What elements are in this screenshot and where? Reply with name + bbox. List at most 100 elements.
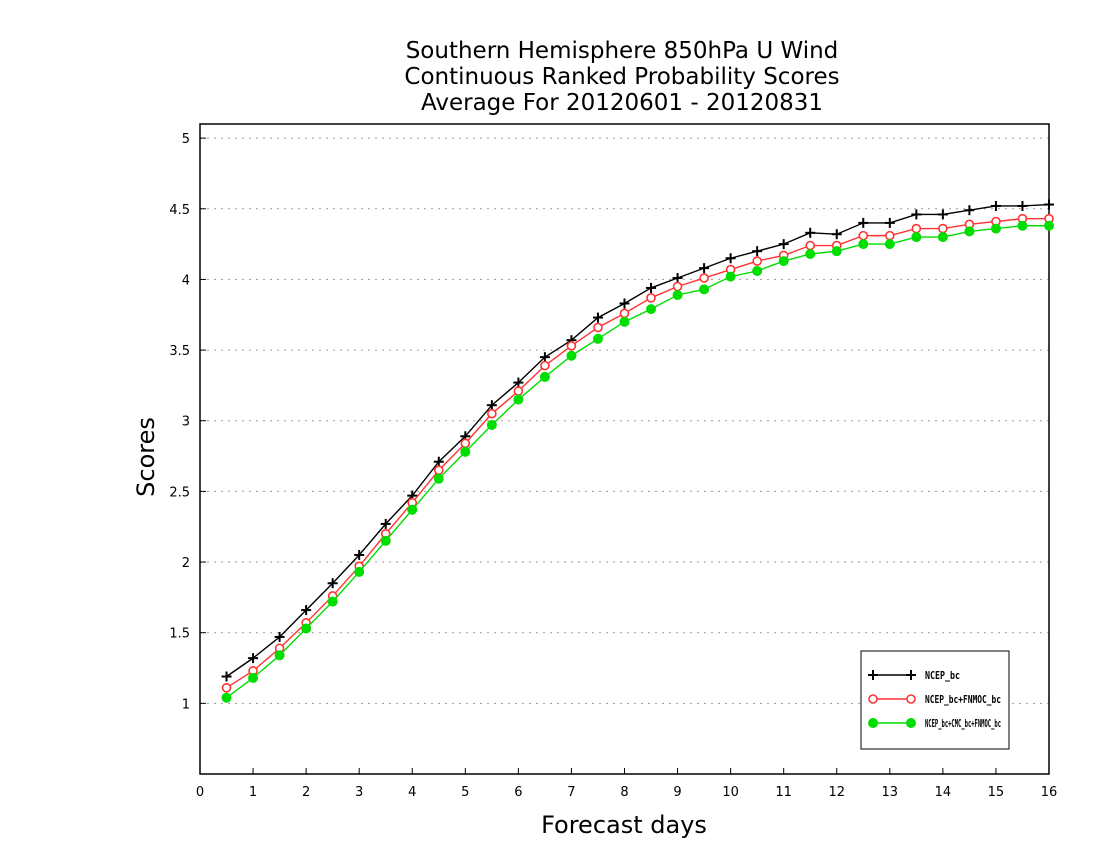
series-line bbox=[226, 217, 1049, 689]
series-lines bbox=[221, 199, 1054, 703]
filled-circle-marker bbox=[964, 226, 975, 237]
x-axis-label: Forecast days bbox=[541, 811, 707, 839]
open-circle-marker bbox=[805, 240, 816, 251]
open-circle-marker bbox=[646, 293, 656, 303]
y-tick-label: 4.5 bbox=[169, 203, 190, 218]
filled-circle-marker bbox=[646, 304, 657, 315]
filled-circle-marker bbox=[354, 566, 365, 577]
filled-circle-marker bbox=[380, 535, 391, 546]
filled-circle-marker bbox=[513, 394, 524, 405]
filled-circle-marker bbox=[778, 256, 789, 267]
open-circle-marker bbox=[911, 223, 922, 234]
open-circle-marker bbox=[433, 465, 444, 475]
series-1 bbox=[221, 213, 1054, 693]
y-tick-label: 2.5 bbox=[169, 485, 190, 500]
y-tick-label: 3 bbox=[182, 415, 190, 430]
filled-circle-marker bbox=[248, 672, 259, 683]
y-tick-label: 1 bbox=[182, 697, 190, 712]
series-line bbox=[226, 225, 1049, 699]
x-tick-label: 11 bbox=[775, 785, 792, 800]
filled-circle-marker bbox=[831, 246, 842, 257]
y-axis-ticks: 1 1.5 2 2.5 3 3.5 4 4.5 5 bbox=[169, 132, 206, 712]
x-tick-label: 16 bbox=[1041, 785, 1058, 800]
x-axis-ticks: 0 1 2 3 4 5 6 7 8 9 10 11 12 13 14 15 16 bbox=[196, 768, 1057, 800]
filled-circle-marker bbox=[619, 316, 630, 327]
x-tick-label: 10 bbox=[722, 785, 739, 800]
y-tick-label: 2 bbox=[182, 556, 190, 571]
filled-circle-marker bbox=[990, 223, 1001, 234]
x-tick-label: 8 bbox=[620, 785, 628, 800]
x-tick-label: 7 bbox=[567, 785, 575, 800]
filled-circle-marker bbox=[884, 239, 895, 250]
legend-box bbox=[860, 650, 1010, 750]
x-tick-label: 9 bbox=[673, 785, 681, 800]
filled-circle-marker bbox=[1017, 220, 1028, 231]
open-circle-marker bbox=[460, 438, 471, 449]
chart-title-line: Southern Hemisphere 850hPa U Wind bbox=[406, 38, 839, 64]
filled-circle-marker bbox=[301, 623, 312, 634]
open-circle-marker bbox=[938, 223, 948, 234]
filled-circle-marker bbox=[433, 473, 444, 484]
open-circle-marker bbox=[221, 683, 232, 693]
gridlines bbox=[200, 137, 1049, 704]
y-axis-label: Scores bbox=[132, 417, 160, 497]
filled-circle-marker bbox=[486, 419, 497, 430]
filled-circle-marker bbox=[906, 718, 916, 728]
x-tick-label: 4 bbox=[408, 785, 416, 800]
chart-title: Southern Hemisphere 850hPa U WindContinu… bbox=[404, 38, 839, 116]
x-tick-label: 3 bbox=[355, 785, 363, 800]
filled-circle-marker bbox=[1044, 220, 1054, 231]
filled-circle-marker bbox=[699, 284, 710, 295]
chart-title-line: Continuous Ranked Probability Scores bbox=[404, 64, 839, 90]
open-circle-marker bbox=[619, 308, 630, 319]
filled-circle-marker bbox=[752, 265, 763, 276]
filled-circle-marker bbox=[221, 692, 232, 703]
open-circle-marker bbox=[540, 360, 550, 371]
x-tick-label: 13 bbox=[882, 785, 899, 800]
filled-circle-marker bbox=[566, 350, 577, 361]
filled-circle-marker bbox=[725, 271, 736, 282]
filled-circle-marker bbox=[805, 249, 816, 259]
filled-circle-marker bbox=[592, 333, 603, 344]
legend: NCEP_bc NCEP_bc+FNMOC_bc NCEP_bc+CMC_bc+FN… bbox=[860, 650, 1010, 750]
open-circle-marker bbox=[868, 694, 878, 704]
chart-title-line: Average For 20120601 - 20120831 bbox=[421, 90, 823, 116]
filled-circle-marker bbox=[274, 650, 285, 661]
legend-label: NCEP_bc bbox=[925, 669, 960, 682]
filled-circle-marker bbox=[539, 371, 550, 382]
filled-circle-marker bbox=[327, 596, 338, 607]
legend-label: NCEP_bc+CMC_bc+FNMOC_bc bbox=[925, 717, 1001, 730]
series-line bbox=[226, 203, 1050, 678]
x-tick-label: 14 bbox=[935, 785, 952, 800]
filled-circle-marker bbox=[858, 239, 869, 250]
filled-circle-marker bbox=[672, 289, 683, 300]
x-tick-label: 6 bbox=[514, 785, 522, 800]
series-0 bbox=[221, 199, 1054, 682]
y-tick-label: 5 bbox=[182, 132, 190, 147]
y-tick-label: 3.5 bbox=[169, 344, 190, 359]
open-circle-marker bbox=[593, 322, 603, 333]
open-circle-marker bbox=[566, 341, 577, 351]
legend-label: NCEP_bc+FNMOC_bc bbox=[925, 693, 1001, 706]
open-circle-marker bbox=[885, 230, 895, 241]
open-circle-marker bbox=[513, 386, 524, 396]
x-tick-label: 1 bbox=[249, 785, 257, 800]
x-tick-label: 12 bbox=[828, 785, 845, 800]
open-circle-marker bbox=[672, 281, 683, 292]
filled-circle-marker bbox=[911, 232, 922, 243]
open-circle-marker bbox=[487, 408, 497, 419]
x-tick-label: 0 bbox=[196, 785, 204, 800]
x-tick-label: 5 bbox=[461, 785, 469, 800]
open-circle-marker bbox=[752, 256, 762, 266]
filled-circle-marker bbox=[460, 446, 471, 457]
filled-circle-marker bbox=[868, 718, 878, 728]
y-tick-label: 1.5 bbox=[169, 627, 190, 642]
x-tick-label: 15 bbox=[988, 785, 1005, 800]
filled-circle-marker bbox=[937, 232, 948, 243]
open-circle-marker bbox=[906, 694, 916, 704]
filled-circle-marker bbox=[407, 504, 418, 515]
series-2 bbox=[221, 220, 1054, 703]
y-tick-label: 4 bbox=[182, 273, 190, 288]
x-tick-label: 2 bbox=[302, 785, 310, 800]
